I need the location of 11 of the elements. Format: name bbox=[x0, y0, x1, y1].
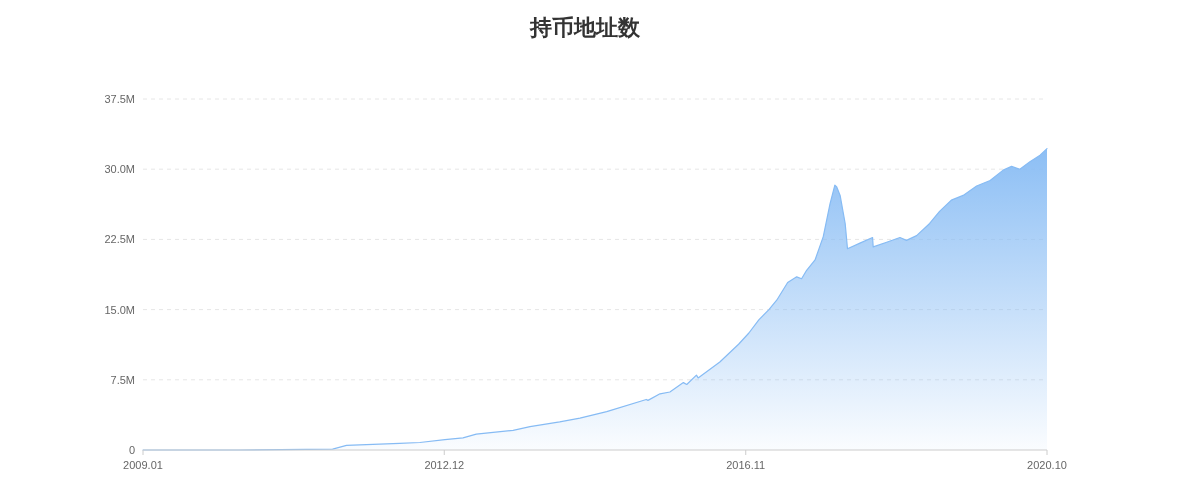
y-tick-label: 22.5M bbox=[104, 233, 135, 246]
title: 持币地址数 bbox=[530, 15, 640, 40]
y-tick-label: 7.5M bbox=[110, 373, 135, 386]
x-tick-label: 2020.10 bbox=[1027, 459, 1067, 471]
y-tick-label: 30.0M bbox=[104, 163, 135, 176]
x-tick-label: 2016.11 bbox=[726, 459, 766, 471]
y-tick-label: 0 bbox=[128, 444, 135, 456]
y-tick-label: 37.5M bbox=[104, 93, 135, 105]
x-tick-label: 2012.12 bbox=[424, 459, 465, 471]
x-tick-label: 2009.01 bbox=[123, 459, 163, 471]
y-tick-label: 15.0M bbox=[104, 303, 135, 316]
